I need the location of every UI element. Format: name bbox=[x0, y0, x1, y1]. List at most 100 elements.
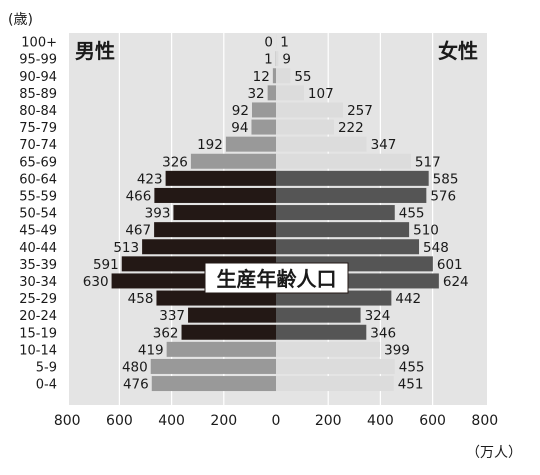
female-value: 517 bbox=[415, 154, 441, 170]
male-value: 94 bbox=[231, 120, 248, 136]
age-label: 95-99 bbox=[19, 53, 57, 68]
age-label: 25-29 bbox=[19, 292, 57, 307]
female-value: 1 bbox=[280, 35, 289, 51]
male-value: 92 bbox=[232, 103, 249, 119]
age-label: 0-4 bbox=[36, 378, 57, 393]
male-bar bbox=[151, 376, 276, 392]
age-label: 70-74 bbox=[19, 138, 57, 153]
male-bar bbox=[173, 205, 276, 221]
female-value: 347 bbox=[371, 137, 397, 153]
female-bar bbox=[276, 205, 395, 221]
working-age-annotation: 生産年齢人口 bbox=[217, 267, 337, 291]
age-label: 65-69 bbox=[19, 155, 57, 170]
female-value: 451 bbox=[398, 377, 424, 393]
male-bar bbox=[154, 187, 276, 203]
female-value: 442 bbox=[395, 291, 421, 307]
male-value: 630 bbox=[83, 274, 109, 290]
female-value: 585 bbox=[433, 171, 459, 187]
female-bar bbox=[276, 222, 410, 238]
x-tick: 400 bbox=[367, 413, 394, 429]
female-bar bbox=[276, 341, 381, 357]
male-bar bbox=[190, 153, 276, 169]
age-label: 40-44 bbox=[19, 241, 57, 256]
x-tick: 600 bbox=[419, 413, 446, 429]
female-value: 107 bbox=[308, 86, 334, 102]
age-label: 5-9 bbox=[36, 360, 57, 375]
male-bar bbox=[156, 290, 276, 306]
male-bar bbox=[225, 136, 276, 152]
female-value-labels: 1955107257222347517585576455510548601624… bbox=[280, 35, 468, 393]
female-value: 548 bbox=[423, 240, 449, 256]
age-label: 90-94 bbox=[19, 70, 57, 85]
age-label: 80-84 bbox=[19, 104, 57, 119]
male-bar bbox=[251, 119, 276, 135]
age-label: 15-19 bbox=[19, 326, 57, 341]
male-bar bbox=[251, 102, 276, 118]
annotation-box bbox=[204, 262, 349, 294]
age-label: 30-34 bbox=[19, 275, 57, 290]
female-bar bbox=[276, 187, 427, 203]
male-title: 男性 bbox=[75, 39, 115, 63]
female-bar bbox=[276, 358, 395, 374]
female-bar bbox=[276, 290, 392, 306]
female-bar bbox=[276, 239, 420, 255]
male-value: 1 bbox=[264, 52, 273, 68]
female-bar bbox=[276, 51, 279, 67]
female-bar bbox=[276, 136, 367, 152]
male-bar bbox=[165, 170, 276, 186]
age-label: 100+ bbox=[21, 36, 57, 51]
male-value: 513 bbox=[113, 240, 139, 256]
age-label: 35-39 bbox=[19, 258, 57, 273]
male-value: 423 bbox=[137, 171, 163, 187]
female-bar bbox=[276, 102, 344, 118]
x-tick: 800 bbox=[471, 413, 498, 429]
x-tick: 800 bbox=[54, 413, 81, 429]
male-value: 591 bbox=[93, 257, 119, 273]
female-title: 女性 bbox=[438, 39, 478, 63]
age-label: 20-24 bbox=[19, 309, 57, 324]
male-bar bbox=[142, 239, 276, 255]
x-axis-unit: （万人） bbox=[466, 445, 522, 461]
female-bar bbox=[276, 68, 291, 84]
x-tick: 400 bbox=[158, 413, 185, 429]
male-value: 419 bbox=[138, 342, 164, 358]
age-label: 60-64 bbox=[19, 172, 57, 187]
age-label: 55-59 bbox=[19, 189, 57, 204]
x-tick: 0 bbox=[272, 413, 281, 429]
x-tick: 600 bbox=[106, 413, 133, 429]
male-value: 480 bbox=[122, 359, 148, 375]
female-bar bbox=[276, 307, 361, 323]
female-value: 601 bbox=[437, 257, 463, 273]
x-tick: 200 bbox=[210, 413, 237, 429]
male-value: 466 bbox=[126, 188, 152, 204]
female-value: 324 bbox=[365, 308, 391, 324]
female-bar bbox=[276, 170, 429, 186]
male-value: 458 bbox=[128, 291, 154, 307]
x-tick-labels: 800 600 400 200 0 200 400 600 800 bbox=[54, 413, 498, 429]
female-value: 455 bbox=[399, 359, 425, 375]
male-value: 0 bbox=[264, 35, 273, 51]
male-value: 362 bbox=[153, 325, 179, 341]
y-axis-unit: (歳) bbox=[8, 12, 33, 28]
male-value: 326 bbox=[162, 154, 188, 170]
male-bars bbox=[111, 51, 277, 392]
female-bar bbox=[276, 324, 367, 340]
age-label: 75-79 bbox=[19, 121, 57, 136]
female-bar bbox=[276, 119, 334, 135]
male-bar bbox=[181, 324, 276, 340]
female-value: 576 bbox=[430, 188, 456, 204]
age-label: 10-14 bbox=[19, 343, 57, 358]
male-value: 32 bbox=[247, 86, 264, 102]
female-value: 624 bbox=[443, 274, 469, 290]
female-value: 455 bbox=[399, 206, 425, 222]
male-bar bbox=[150, 358, 276, 374]
female-value: 346 bbox=[370, 325, 396, 341]
female-value: 510 bbox=[413, 223, 439, 239]
male-bar bbox=[154, 222, 276, 238]
male-value: 393 bbox=[145, 206, 171, 222]
female-value: 399 bbox=[384, 342, 410, 358]
female-value: 222 bbox=[338, 120, 364, 136]
male-bar bbox=[166, 341, 276, 357]
